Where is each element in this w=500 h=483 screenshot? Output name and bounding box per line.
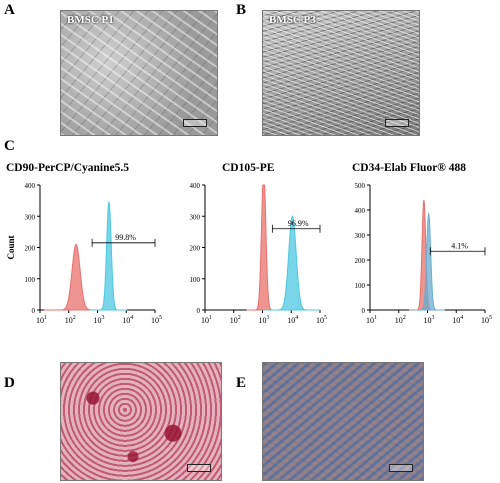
histogram-series-0 xyxy=(43,243,109,311)
micrograph-osteogenic-stain xyxy=(262,362,424,481)
y-tick-label: 0 xyxy=(32,307,36,315)
y-tick-label: 200 xyxy=(25,245,36,253)
micrograph-label-p3: BMSC P3 xyxy=(269,14,316,26)
scale-bar xyxy=(183,119,207,127)
y-tick-label: 300 xyxy=(355,232,366,240)
y-tick-label: 0 xyxy=(197,307,201,315)
y-tick-label: 100 xyxy=(25,276,36,284)
micrograph-bmsc-p3: BMSC P3 xyxy=(262,10,420,136)
y-axis-label: Count xyxy=(6,235,16,259)
panel-letter-b: B xyxy=(236,2,247,18)
scale-bar xyxy=(389,464,413,472)
x-tick-label: 10 xyxy=(287,316,295,325)
y-tick-label: 0 xyxy=(362,307,366,315)
x-tick-exponent: 3 xyxy=(102,315,105,321)
y-tick-label: 400 xyxy=(190,182,201,190)
x-tick-exponent: 3 xyxy=(432,315,435,321)
x-tick-label: 10 xyxy=(65,316,73,325)
x-tick-exponent: 2 xyxy=(403,315,406,321)
y-tick-label: 100 xyxy=(190,276,201,284)
x-tick-exponent: 5 xyxy=(324,315,327,321)
chart-title-cd105: CD105-PE xyxy=(222,162,275,174)
histogram-series-0 xyxy=(246,184,281,311)
x-tick-exponent: 5 xyxy=(489,315,492,321)
x-tick-exponent: 1 xyxy=(374,315,377,321)
histogram-series-0 xyxy=(408,199,439,311)
gate-percentage-label: 96.9% xyxy=(288,219,309,228)
x-tick-label: 10 xyxy=(122,316,130,325)
y-tick-label: 300 xyxy=(190,213,201,221)
y-tick-label: 200 xyxy=(190,245,201,253)
panel-letter-e: E xyxy=(236,375,247,391)
x-tick-label: 10 xyxy=(366,316,374,325)
x-tick-exponent: 2 xyxy=(73,315,76,321)
x-tick-exponent: 3 xyxy=(267,315,270,321)
histogram-series-1 xyxy=(262,215,320,311)
y-tick-label: 300 xyxy=(25,213,36,221)
x-tick-label: 10 xyxy=(424,316,432,325)
x-tick-exponent: 4 xyxy=(130,315,133,321)
x-tick-label: 10 xyxy=(452,316,460,325)
x-tick-exponent: 1 xyxy=(209,315,212,321)
scale-bar xyxy=(385,119,409,127)
x-tick-label: 10 xyxy=(230,316,238,325)
x-tick-label: 10 xyxy=(151,316,159,325)
x-tick-exponent: 4 xyxy=(295,315,298,321)
gate-percentage-label: 99.8% xyxy=(115,233,136,242)
x-tick-label: 10 xyxy=(94,316,102,325)
x-tick-label: 10 xyxy=(481,316,489,325)
micrograph-bmsc-p1: BMSC P1 xyxy=(60,10,218,136)
chart-title-cd34: CD34-Elab Fluor® 488 xyxy=(352,162,467,174)
gate-percentage-label: 4.1% xyxy=(451,241,468,250)
micrograph-adipogenic-stain xyxy=(60,362,222,481)
x-tick-exponent: 5 xyxy=(159,315,162,321)
y-tick-label: 500 xyxy=(355,182,366,190)
x-tick-exponent: 4 xyxy=(460,315,463,321)
x-tick-exponent: 1 xyxy=(44,315,47,321)
y-tick-label: 100 xyxy=(355,282,366,290)
panel-letter-a: A xyxy=(4,2,15,18)
micrograph-label-p1: BMSC P1 xyxy=(67,14,114,26)
x-tick-label: 10 xyxy=(316,316,324,325)
histogram-series-1 xyxy=(90,200,128,311)
scale-bar xyxy=(187,464,211,472)
chart-title-cd90: CD90-PerCP/Cyanine5.5 xyxy=(6,162,129,174)
x-tick-label: 10 xyxy=(36,316,44,325)
y-tick-label: 200 xyxy=(355,257,366,265)
x-tick-label: 10 xyxy=(395,316,403,325)
panel-letter-d: D xyxy=(4,375,15,391)
y-tick-label: 400 xyxy=(355,207,366,215)
y-tick-label: 400 xyxy=(25,182,36,190)
panel-letter-c: C xyxy=(4,138,15,154)
x-tick-exponent: 2 xyxy=(238,315,241,321)
x-tick-label: 10 xyxy=(201,316,209,325)
x-tick-label: 10 xyxy=(259,316,267,325)
histogram-series-1 xyxy=(412,212,445,311)
